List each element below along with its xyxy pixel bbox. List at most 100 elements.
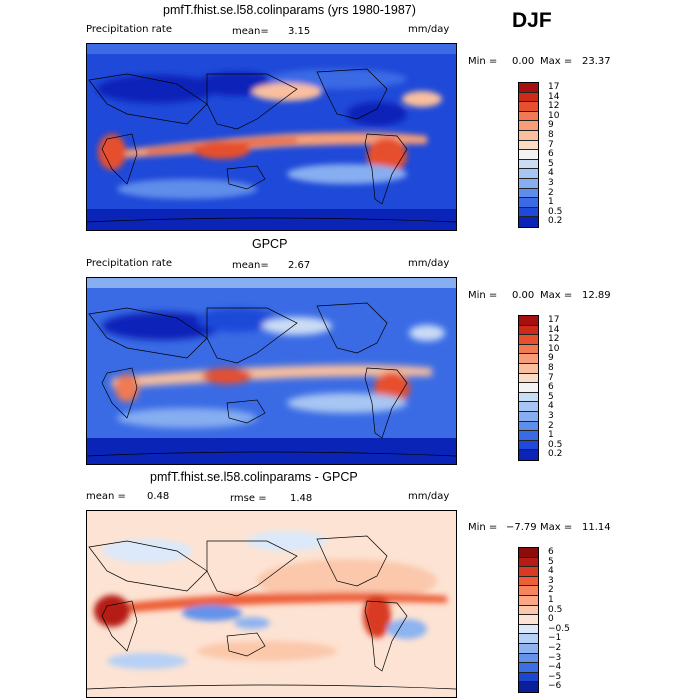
colorbar-swatch <box>519 140 538 151</box>
colorbar-swatch <box>519 121 538 131</box>
panel2-mean-value: 2.67 <box>288 260 311 271</box>
colorbar-level-label: 14 <box>548 91 560 102</box>
colorbar-level-label: 1 <box>548 595 554 605</box>
colorbar-level-label: 2 <box>548 420 554 431</box>
colorbar-swatch <box>519 392 538 403</box>
colorbar-level-label: 0.2 <box>548 449 563 460</box>
colorbar-swatch <box>519 643 538 654</box>
colorbar-level-label: 5 <box>548 158 554 169</box>
colorbar-level-label: 12 <box>548 101 560 112</box>
colorbar-swatch <box>519 188 538 199</box>
colorbar-level-label: 2 <box>548 187 554 198</box>
colorbar-level-label: 0.5 <box>548 439 563 450</box>
colorbar-swatch <box>519 150 538 160</box>
colorbar-swatch <box>519 83 538 93</box>
panel2-variable: Precipitation rate <box>86 258 172 269</box>
colorbar-swatch <box>519 344 538 355</box>
colorbar-level-label: 9 <box>548 353 554 364</box>
colorbar-swatch <box>519 111 538 122</box>
colorbar-level-label: 5 <box>548 556 554 567</box>
colorbar-level-label: −5 <box>548 671 562 682</box>
panel3-map <box>86 510 457 698</box>
panel2-max-value: 12.89 <box>582 290 611 301</box>
colorbar-swatch <box>519 634 538 644</box>
panel2-title: GPCP <box>252 237 288 251</box>
panel1-map <box>86 43 457 231</box>
panel3-mean-label: mean = <box>86 491 126 502</box>
colorbar-swatch <box>519 363 538 374</box>
colorbar-swatch <box>519 325 538 336</box>
colorbar-level-label: 1 <box>548 430 554 441</box>
panel2-min-label: Min = <box>468 290 498 301</box>
panel2-map <box>86 277 457 465</box>
colorbar-level-label: 4 <box>548 401 554 412</box>
colorbar-level-label: 7 <box>548 139 554 150</box>
colorbar-level-label: 8 <box>548 130 554 140</box>
panel3-title: pmfT.fhist.se.l58.colinparams - GPCP <box>150 470 358 484</box>
colorbar-swatch <box>519 421 538 432</box>
colorbar-level-label: 14 <box>548 324 560 335</box>
panel2-max-label: Max = <box>540 290 573 301</box>
colorbar-swatch <box>519 440 538 451</box>
colorbar-swatch <box>519 431 538 441</box>
panel3-units: mm/day <box>408 491 450 502</box>
colorbar-swatch <box>519 624 538 635</box>
panel1-max-value: 23.37 <box>582 56 611 67</box>
colorbar-level-label: 10 <box>548 343 560 354</box>
colorbar-level-label: 6 <box>548 382 554 393</box>
colorbar-swatch <box>519 198 538 208</box>
panel3-min-value: −7.79 <box>506 522 537 533</box>
colorbar-level-label: 9 <box>548 120 554 131</box>
colorbar-swatch <box>519 605 538 616</box>
colorbar-level-label: 0.5 <box>548 206 563 217</box>
colorbar-swatch <box>519 567 538 577</box>
colorbar-level-label: 2 <box>548 585 554 596</box>
colorbar-swatch <box>519 159 538 170</box>
colorbar-swatch <box>519 557 538 568</box>
colorbar-level-label: 17 <box>548 82 560 92</box>
panel1-variable: Precipitation rate <box>86 24 172 35</box>
colorbar-level-label: 4 <box>548 566 554 577</box>
panel2-min-value: 0.00 <box>512 290 535 301</box>
colorbar-level-label: 3 <box>548 575 554 586</box>
colorbar-swatch <box>519 217 538 227</box>
colorbar-level-label: 3 <box>548 411 554 421</box>
colorbar-swatch <box>519 450 538 460</box>
colorbar-level-label: 4 <box>548 168 554 179</box>
panel1-mean-label: mean= <box>232 26 269 37</box>
panel1-min-value: 0.00 <box>512 56 535 67</box>
colorbar-swatch <box>519 402 538 412</box>
colorbar-level-label: 17 <box>548 315 560 325</box>
panel3-min-label: Min = <box>468 522 498 533</box>
colorbar-swatch <box>519 354 538 364</box>
colorbar-swatch <box>519 595 538 606</box>
colorbar-swatch <box>519 169 538 179</box>
colorbar-level-label: −6 <box>548 681 562 692</box>
colorbar-level-label: 12 <box>548 334 560 345</box>
season-label: DJF <box>512 9 552 32</box>
colorbar-swatch <box>519 682 538 692</box>
panel3-colorbar <box>518 547 539 693</box>
colorbar-swatch <box>519 672 538 683</box>
panel3-max-label: Max = <box>540 522 573 533</box>
panel3-max-value: 11.14 <box>582 522 611 533</box>
panel1-title: pmfT.fhist.se.l58.colinparams (yrs 1980-… <box>163 3 416 17</box>
colorbar-level-label: −0.5 <box>548 623 570 634</box>
colorbar-swatch <box>519 653 538 664</box>
panel3-rmse-value: 1.48 <box>290 493 313 504</box>
panel1-units: mm/day <box>408 24 450 35</box>
colorbar-swatch <box>519 576 538 587</box>
colorbar-level-label: 6 <box>548 547 554 557</box>
colorbar-swatch <box>519 615 538 625</box>
panel2-units: mm/day <box>408 258 450 269</box>
panel1-colorbar <box>518 82 539 228</box>
colorbar-swatch <box>519 411 538 422</box>
colorbar-level-label: 7 <box>548 372 554 383</box>
panel2-mean-label: mean= <box>232 260 269 271</box>
colorbar-swatch <box>519 373 538 384</box>
colorbar-swatch <box>519 548 538 558</box>
colorbar-level-label: 3 <box>548 178 554 188</box>
colorbar-swatch <box>519 586 538 596</box>
colorbar-level-label: −4 <box>548 662 562 673</box>
colorbar-level-label: 5 <box>548 391 554 402</box>
